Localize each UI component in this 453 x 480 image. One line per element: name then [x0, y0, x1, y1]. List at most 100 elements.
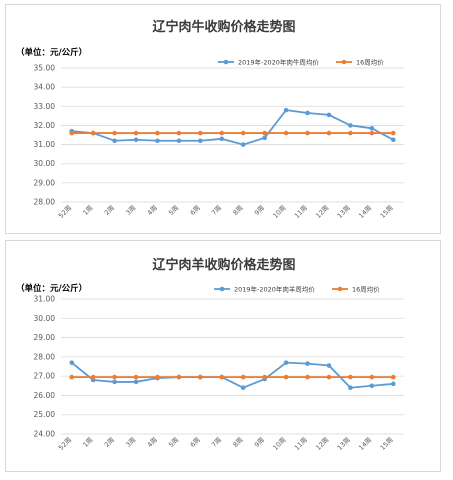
x-tick-label: 52周	[57, 204, 73, 220]
sheep-price-chart-panel: 辽宁肉羊收购价格走势图 （单位：元/公斤） 24.00 25.00 26.00 27.…	[5, 240, 441, 472]
average-price-point	[155, 374, 160, 380]
weekly-price-point	[283, 360, 289, 365]
x-tick-label: 15周	[379, 436, 395, 452]
x-tick-label: 13周	[336, 436, 352, 452]
average-price-point	[390, 374, 396, 380]
weekly-price-point	[326, 112, 332, 118]
x-tick-label: 52周	[57, 436, 73, 452]
average-price-point	[133, 130, 139, 136]
average-price-point	[219, 374, 225, 380]
average-price-point	[348, 130, 353, 136]
average-price-point	[176, 374, 182, 380]
weekly-price-point	[112, 138, 117, 144]
weekly-price-point	[305, 361, 310, 366]
x-tick-label: 8周	[231, 436, 244, 449]
y-tick-label: 35.00	[34, 64, 56, 73]
average-price-point	[262, 130, 267, 136]
y-tick-label: 32.00	[34, 121, 56, 130]
weekly-price-point	[176, 138, 182, 144]
x-tick-label: 12周	[314, 204, 330, 220]
average-price-point	[283, 374, 289, 380]
average-price-point	[369, 374, 375, 380]
weekly-price-point	[133, 137, 139, 143]
weekly-price-point	[348, 385, 353, 391]
unit-label: （单位：元/公斤）	[16, 47, 87, 58]
average-price-point	[90, 130, 96, 136]
x-tick-label: 3周	[124, 204, 137, 217]
legend-swatch-marker	[341, 59, 347, 65]
average-price-point	[133, 374, 139, 380]
weekly-price-point	[348, 123, 353, 128]
series-line-weekly	[71, 109, 394, 146]
y-tick-label: 29.00	[34, 178, 56, 187]
weekly-price-point	[240, 385, 246, 391]
average-price-point	[326, 374, 332, 380]
average-price-point	[240, 130, 246, 136]
weekly-price-point	[112, 379, 117, 385]
x-tick-label: 9周	[253, 204, 266, 217]
weekly-price-point	[369, 126, 375, 131]
average-price-point	[369, 130, 375, 136]
legend-entry: 16周均价	[356, 57, 384, 66]
x-tick-label: 10周	[271, 436, 287, 452]
weekly-price-point	[198, 138, 203, 144]
x-tick-label: 5周	[167, 436, 180, 449]
y-tick-label: 31.00	[34, 295, 56, 304]
x-tick-label: 11周	[293, 436, 309, 452]
chart-title: 辽宁肉牛收购价格走势图	[152, 19, 295, 35]
y-tick-label: 33.00	[34, 102, 56, 111]
y-tick-label: 30.00	[34, 159, 56, 168]
weekly-price-point	[240, 142, 246, 147]
weekly-price-point	[69, 360, 75, 365]
legend-swatch-marker	[223, 59, 229, 65]
weekly-price-point	[133, 379, 139, 385]
x-tick-label: 10周	[271, 204, 287, 220]
x-tick-label: 7周	[210, 204, 223, 217]
average-price-point	[155, 130, 160, 136]
unit-label: （单位：元/公斤）	[16, 283, 87, 294]
average-price-point	[390, 130, 396, 136]
x-tick-label: 7周	[210, 436, 223, 449]
x-tick-label: 2周	[103, 436, 116, 449]
average-price-point	[326, 130, 332, 136]
x-tick-label: 9周	[253, 436, 266, 449]
average-price-point	[69, 130, 75, 136]
average-price-point	[240, 374, 246, 380]
average-price-point	[69, 374, 75, 380]
x-tick-label: 14周	[357, 436, 373, 452]
x-tick-label: 14周	[357, 204, 373, 220]
average-price-point	[198, 130, 203, 136]
weekly-price-point	[390, 381, 396, 387]
average-price-point	[262, 374, 267, 380]
x-tick-label: 6周	[189, 204, 202, 217]
average-price-point	[198, 374, 203, 380]
average-price-point	[219, 130, 225, 136]
y-tick-label: 29.00	[34, 333, 56, 342]
x-tick-label: 1周	[81, 204, 94, 217]
cattle-price-chart-panel: 辽宁肉牛收购价格走势图 （单位：元/公斤） 28.00 29.00 30.00 31.…	[5, 4, 441, 234]
average-price-point	[348, 374, 353, 380]
average-price-point	[283, 130, 289, 136]
y-tick-label: 27.00	[34, 372, 56, 381]
y-tick-label: 30.00	[34, 314, 56, 323]
average-price-point	[112, 130, 117, 136]
x-tick-label: 13周	[336, 204, 352, 220]
average-price-point	[305, 374, 310, 380]
cattle-price-chart: 辽宁肉牛收购价格走势图 （单位：元/公斤） 28.00 29.00 30.00 31.…	[16, 19, 404, 220]
weekly-price-point	[305, 110, 310, 116]
legend-entry: 16周均价	[352, 284, 380, 293]
average-price-point	[176, 130, 182, 136]
x-tick-label: 12周	[314, 436, 330, 452]
weekly-price-point	[283, 107, 289, 113]
x-tick-label: 8周	[231, 204, 244, 217]
x-tick-label: 3周	[124, 436, 137, 449]
weekly-price-point	[369, 383, 375, 389]
chart-title: 辽宁肉羊收购价格走势图	[152, 257, 295, 273]
weekly-price-point	[219, 136, 225, 142]
weekly-price-point	[262, 135, 267, 141]
weekly-price-point	[155, 138, 160, 144]
sheep-price-chart: 辽宁肉羊收购价格走势图 （单位：元/公斤） 24.00 25.00 26.00 27.…	[16, 257, 404, 452]
average-price-point	[305, 130, 310, 136]
x-tick-label: 1周	[81, 436, 94, 449]
weekly-price-point	[326, 363, 332, 368]
